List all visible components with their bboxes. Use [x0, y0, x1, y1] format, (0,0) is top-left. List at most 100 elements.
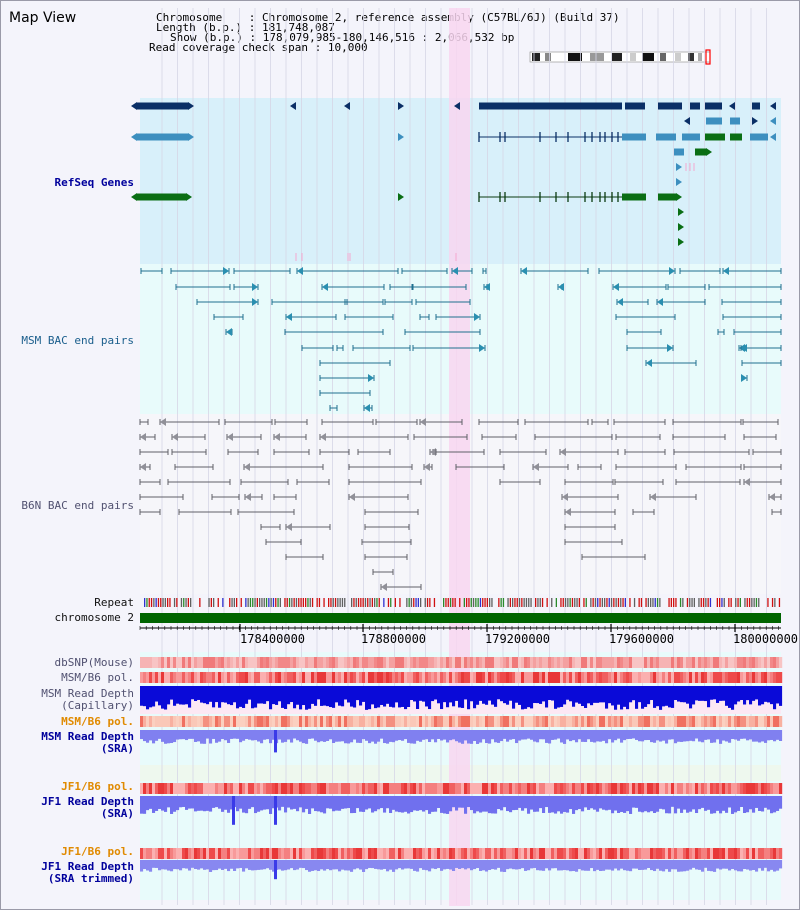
depth-bar [500, 860, 504, 872]
ideogram-band [532, 53, 540, 61]
depth-bar [587, 730, 591, 740]
depth-bar [206, 860, 210, 870]
heat-cell [416, 657, 420, 668]
gene-arrow [558, 283, 564, 291]
depth-bar [296, 860, 300, 870]
depth-bar [710, 686, 714, 700]
heat-cell [458, 783, 462, 794]
heat-cell [578, 848, 582, 859]
repeat-mark [620, 598, 622, 607]
depth-bar [668, 796, 672, 814]
depth-bar [632, 860, 636, 869]
depth-bar [761, 730, 765, 742]
depth-bar [371, 860, 375, 869]
gene-arrow [452, 267, 458, 275]
depth-bar [170, 796, 174, 814]
repeat-mark [640, 598, 643, 607]
repeat-mark [459, 598, 461, 607]
heat-cell [713, 783, 717, 794]
repeat-mark [383, 598, 385, 607]
depth-bar [329, 730, 333, 740]
heat-cell [158, 716, 162, 727]
repeat-mark [217, 598, 219, 607]
depth-bar [659, 730, 663, 742]
heat-cell [692, 672, 696, 683]
depth-bar [440, 730, 444, 741]
heat-cell [191, 672, 195, 683]
heat-cell [257, 672, 261, 683]
depth-bar [218, 686, 222, 708]
depth-bar [287, 686, 291, 705]
heat-cell [344, 716, 348, 727]
depth-bar [605, 686, 609, 709]
depth-bar [464, 686, 468, 700]
depth-bar [515, 686, 519, 703]
repeat-mark [590, 598, 592, 607]
depth-bar [668, 686, 672, 708]
heat-cell [194, 657, 198, 668]
heat-cell [338, 657, 342, 668]
depth-bar [515, 796, 519, 810]
depth-bar [362, 730, 366, 740]
heat-cell [407, 848, 411, 859]
depth-bar [179, 796, 183, 808]
heat-cell [389, 657, 393, 668]
depth-bar [539, 796, 543, 809]
depth-bar [206, 686, 210, 705]
heat-cell [716, 783, 720, 794]
heat-cell [680, 848, 684, 859]
heat-cell [194, 783, 198, 794]
heat-cell [419, 848, 423, 859]
heat-cell [440, 848, 444, 859]
gene-arrow [676, 193, 682, 201]
heat-cell [551, 657, 555, 668]
depth-bar [440, 796, 444, 813]
depth-bar [227, 686, 231, 705]
gene-block [695, 148, 706, 156]
heat-cell [236, 672, 240, 683]
repeat-mark [167, 598, 169, 607]
depth-bar [167, 796, 171, 808]
heat-cell [197, 657, 201, 668]
depth-bar [302, 686, 306, 706]
depth-bar [530, 686, 534, 709]
gene-arrow [227, 433, 233, 441]
repeat-mark [610, 598, 613, 607]
heat-cell [461, 716, 465, 727]
depth-bar [359, 686, 363, 706]
heat-cell [764, 716, 768, 727]
repeat-mark [700, 598, 702, 607]
heat-cell [722, 657, 726, 668]
depth-bar [296, 730, 300, 741]
heat-cell [308, 716, 312, 727]
heat-cell [602, 657, 606, 668]
depth-bar [596, 860, 600, 870]
depth-bar [605, 860, 609, 870]
heat-cell [365, 657, 369, 668]
depth-bar [326, 686, 330, 707]
heat-cell [458, 848, 462, 859]
depth-bar [695, 686, 699, 701]
heat-cell [485, 716, 489, 727]
depth-bar [197, 730, 201, 742]
repeat-mark [679, 598, 682, 607]
heat-cell [239, 657, 243, 668]
heat-cell [542, 848, 546, 859]
depth-bar [461, 860, 465, 869]
heat-cell [416, 783, 420, 794]
depth-bar [770, 730, 774, 740]
gene-block [752, 102, 760, 110]
heat-cell [644, 783, 648, 794]
repeat-mark [378, 598, 380, 607]
depth-bar [611, 860, 615, 871]
depth-bar [467, 686, 471, 710]
depth-bar [734, 686, 738, 705]
depth-bar [725, 796, 729, 813]
depth-bar [236, 796, 240, 812]
heat-cell [314, 848, 318, 859]
gene-arrow [188, 133, 194, 141]
heat-cell [650, 657, 654, 668]
depth-bar [716, 860, 720, 869]
depth-bar [470, 730, 474, 744]
